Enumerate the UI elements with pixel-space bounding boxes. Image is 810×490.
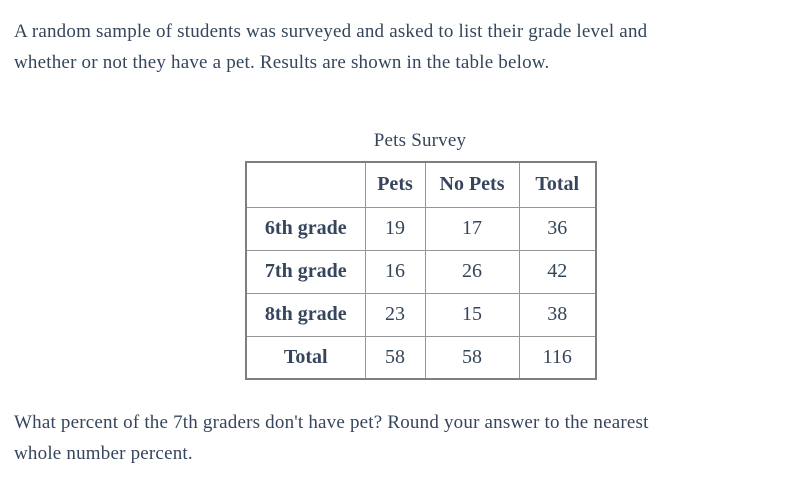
question-paragraph: What percent of the 7th graders don't ha… — [14, 407, 804, 469]
table-title: Pets Survey — [373, 130, 467, 151]
column-header-total: Total — [518, 161, 597, 208]
question-line-2: whole number percent. — [14, 443, 193, 464]
column-header-blank — [245, 161, 366, 208]
column-header-no-pets: No Pets — [424, 161, 520, 208]
cell-6th-pets: 19 — [364, 206, 426, 251]
pets-survey-table: Pets No Pets Total 6th grade 19 17 36 7t… — [245, 161, 597, 380]
table-row-8th-grade: 8th grade 23 15 38 — [245, 292, 597, 337]
table-header-row: Pets No Pets Total — [245, 161, 597, 208]
cell-8th-pets: 23 — [364, 292, 426, 337]
row-header-6th-grade: 6th grade — [245, 206, 366, 251]
intro-line-1: A random sample of students was surveyed… — [14, 21, 648, 42]
cell-7th-total: 42 — [518, 249, 597, 294]
cell-6th-no-pets: 17 — [424, 206, 520, 251]
cell-7th-no-pets: 26 — [424, 249, 520, 294]
row-header-8th-grade: 8th grade — [245, 292, 366, 337]
column-header-pets: Pets — [364, 161, 426, 208]
table-row-6th-grade: 6th grade 19 17 36 — [245, 206, 597, 251]
cell-8th-no-pets: 15 — [424, 292, 520, 337]
cell-total-pets: 58 — [364, 335, 426, 380]
cell-8th-total: 38 — [518, 292, 597, 337]
intro-line-2: whether or not they have a pet. Results … — [14, 52, 550, 73]
cell-7th-pets: 16 — [364, 249, 426, 294]
intro-paragraph: A random sample of students was surveyed… — [14, 16, 804, 78]
table-row-total: Total 58 58 116 — [245, 335, 597, 380]
question-line-1: What percent of the 7th graders don't ha… — [14, 412, 649, 433]
row-header-7th-grade: 7th grade — [245, 249, 366, 294]
cell-total-no-pets: 58 — [424, 335, 520, 380]
table-row-7th-grade: 7th grade 16 26 42 — [245, 249, 597, 294]
cell-6th-total: 36 — [518, 206, 597, 251]
cell-total-total: 116 — [518, 335, 597, 380]
row-header-total: Total — [245, 335, 366, 380]
